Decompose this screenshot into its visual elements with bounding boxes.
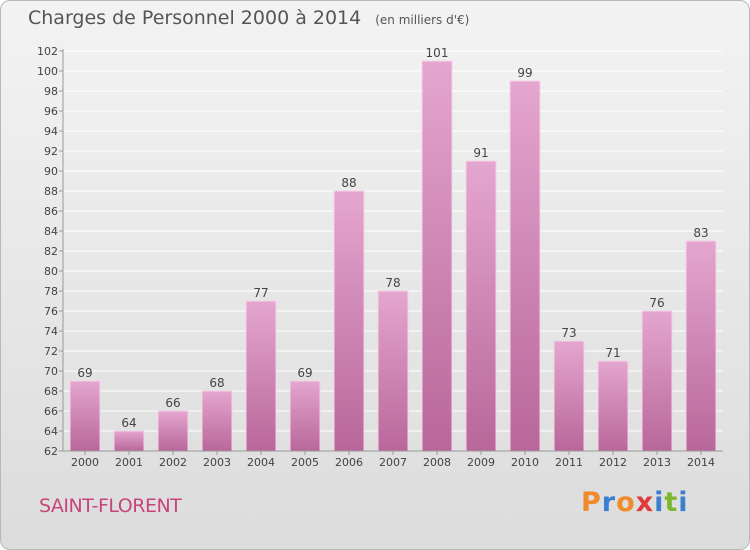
logo-letter: t (664, 487, 679, 518)
bar (289, 380, 321, 452)
data-label: 64 (121, 416, 136, 430)
data-label: 77 (253, 286, 268, 300)
y-tick-label: 98 (44, 85, 58, 98)
y-tick-label: 92 (44, 145, 58, 158)
data-label: 66 (165, 396, 180, 410)
bar (421, 60, 453, 452)
x-tick-label: 2007 (379, 456, 407, 469)
x-tick-label: 2005 (291, 456, 319, 469)
y-tick-label: 102 (37, 45, 58, 58)
y-tick-label: 94 (44, 125, 58, 138)
data-label: 101 (426, 46, 449, 60)
x-tick-label: 2010 (511, 456, 539, 469)
x-tick-label: 2000 (71, 456, 99, 469)
y-tick-label: 66 (44, 405, 58, 418)
bar (333, 190, 365, 452)
logo-letter: x (635, 487, 655, 518)
x-tick-label: 2013 (643, 456, 671, 469)
y-tick-label: 78 (44, 285, 58, 298)
y-tick-label: 76 (44, 305, 58, 318)
logo-letter: r (601, 487, 617, 518)
x-tick-label: 2011 (555, 456, 583, 469)
y-tick-label: 70 (44, 365, 58, 378)
y-tick-label: 84 (44, 225, 58, 238)
y-tick-label: 62 (44, 445, 58, 458)
bar (553, 340, 585, 452)
data-label: 78 (385, 276, 400, 290)
y-tick-label: 88 (44, 185, 58, 198)
chart-subtitle: (en milliers d'€) (375, 13, 470, 27)
y-tick-label: 90 (44, 165, 58, 178)
bar (641, 310, 673, 452)
logo-letter: P (581, 487, 602, 518)
y-tick-label: 86 (44, 205, 58, 218)
y-tick-label: 64 (44, 425, 58, 438)
data-label: 99 (517, 66, 532, 80)
data-label: 69 (297, 366, 312, 380)
x-tick-label: 2002 (159, 456, 187, 469)
bar (597, 360, 629, 452)
proxiti-logo: Proxiti (581, 487, 689, 518)
x-tick-label: 2003 (203, 456, 231, 469)
data-label: 83 (693, 226, 708, 240)
data-label: 73 (561, 326, 576, 340)
x-tick-label: 2014 (687, 456, 715, 469)
x-tick-label: 2008 (423, 456, 451, 469)
data-label: 76 (649, 296, 664, 310)
bar (509, 80, 541, 452)
y-tick-label: 96 (44, 105, 58, 118)
y-tick-label: 74 (44, 325, 58, 338)
y-tick-label: 80 (44, 265, 58, 278)
bar (69, 380, 101, 452)
y-tick-label: 72 (44, 345, 58, 358)
data-label: 71 (605, 346, 620, 360)
x-tick-label: 2006 (335, 456, 363, 469)
bar (685, 240, 717, 452)
bar (377, 290, 409, 452)
y-tick-label: 100 (37, 65, 58, 78)
logo-letter: i (654, 487, 665, 518)
bar (201, 390, 233, 452)
x-tick-label: 2009 (467, 456, 495, 469)
x-tick-label: 2001 (115, 456, 143, 469)
data-label: 91 (473, 146, 488, 160)
bar (465, 160, 497, 452)
bar (113, 430, 145, 452)
x-tick-label: 2012 (599, 456, 627, 469)
logo-letter: i (678, 487, 689, 518)
commune-name: SAINT-FLORENT (39, 495, 182, 517)
y-tick-label: 68 (44, 385, 58, 398)
y-tick-label: 82 (44, 245, 58, 258)
data-label: 68 (209, 376, 224, 390)
bar (245, 300, 277, 452)
chart-title: Charges de Personnel 2000 à 2014 (28, 7, 362, 29)
chart-title-block: Charges de Personnel 2000 à 2014 (en mill… (28, 7, 469, 29)
logo-letter: o (616, 487, 636, 518)
bar (157, 410, 189, 452)
data-label: 69 (77, 366, 92, 380)
data-label: 88 (341, 176, 356, 190)
x-tick-label: 2004 (247, 456, 275, 469)
